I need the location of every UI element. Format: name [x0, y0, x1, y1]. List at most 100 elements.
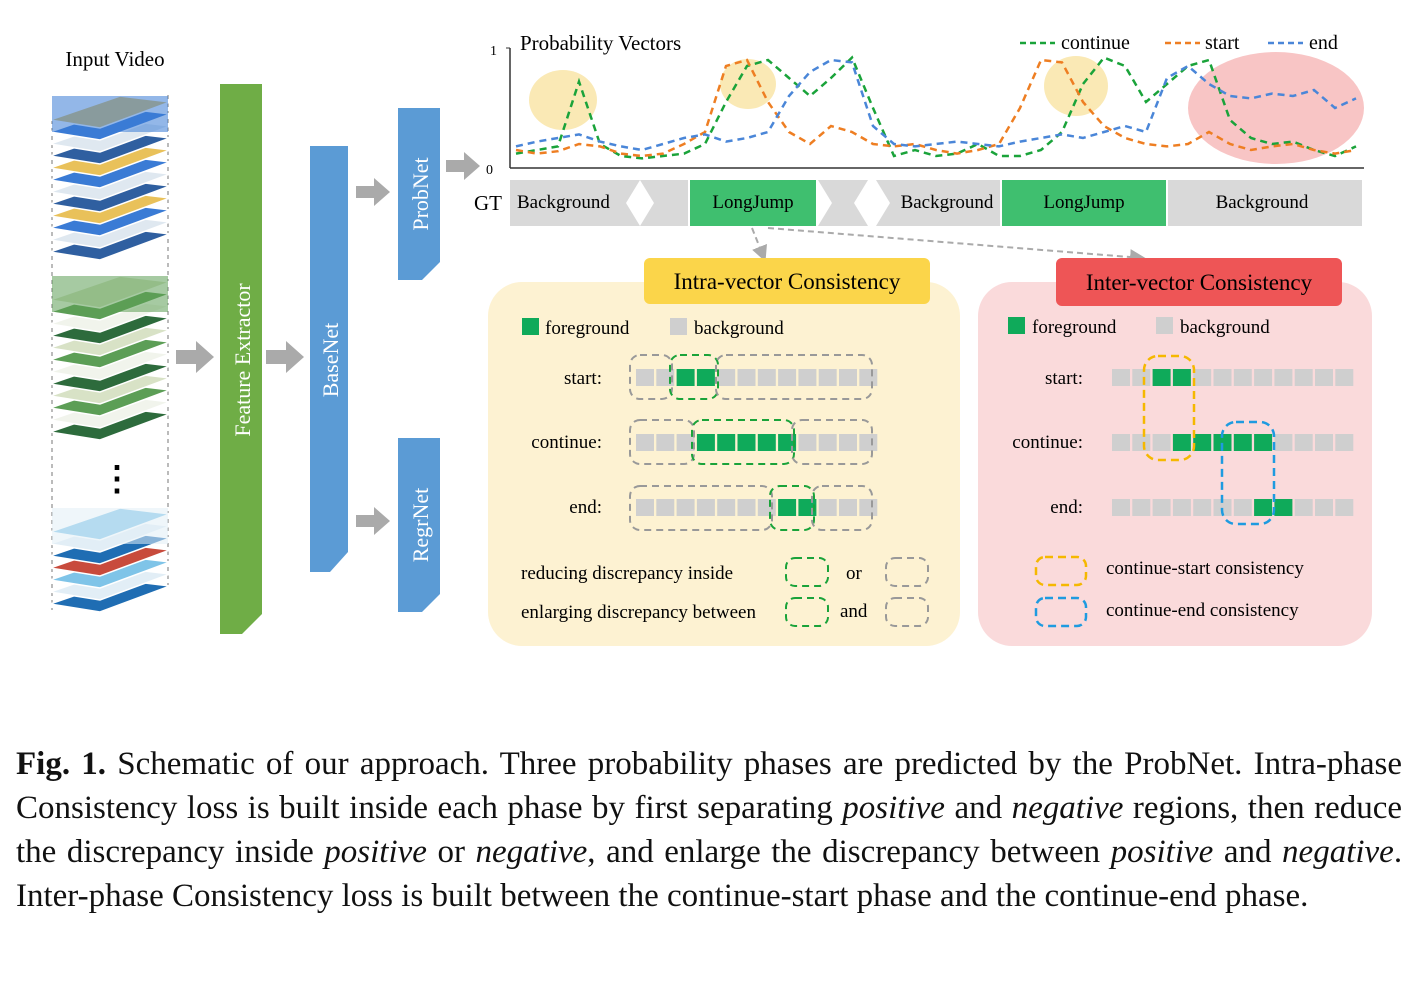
intra-start-cell [696, 369, 715, 386]
intra-end-cell [717, 499, 736, 516]
intra-start-cell [859, 369, 878, 386]
inter-end-cell [1233, 499, 1252, 516]
intra-legend-bg-swatch [670, 318, 687, 335]
intra-end-cell [818, 499, 837, 516]
continue-start-outline [1142, 354, 1196, 462]
intra-title: Intra-vector Consistency [674, 269, 901, 294]
inter-continue-cell [1152, 434, 1171, 451]
gt-segment-label-5: Background [1216, 192, 1309, 213]
gt-segment-longjump-1 [690, 180, 816, 226]
video-frame-stack: ⋮ [49, 95, 171, 613]
inter-continue-cell [1112, 434, 1130, 451]
inter-legend-fg: foreground [1032, 317, 1117, 338]
intra-start-cell [798, 369, 817, 386]
intra-start-cell [676, 369, 695, 386]
inter-start-cell [1132, 369, 1151, 386]
frame-group-2 [49, 275, 171, 441]
feature-extractor-block [220, 84, 262, 634]
inter-legend-bg: background [1180, 317, 1270, 338]
inter-end-cell [1254, 499, 1273, 516]
intra-continue-cell [859, 434, 878, 451]
frame-group-1 [49, 95, 171, 261]
inter-row-label-end: end: [1050, 497, 1083, 518]
gt-label: GT [474, 191, 502, 215]
intra-note-green-outline-2 [785, 597, 829, 627]
inter-continue-cell [1254, 434, 1273, 451]
gt-segment-background-2 [876, 180, 1000, 226]
inter-start-cell [1274, 369, 1293, 386]
regrnet-label: RegrNet [408, 488, 433, 563]
highlight-blob-2 [720, 59, 776, 109]
inter-start-cell [1193, 369, 1212, 386]
regrnet-block [398, 438, 440, 612]
y-tick-top: 1 [490, 44, 497, 59]
probnet-label: ProbNet [408, 157, 433, 230]
intra-row-label-end: end: [569, 497, 602, 518]
caption-or: or [437, 834, 465, 870]
caption-positive-1: positive [842, 790, 945, 826]
intra-note-gray-outline-2 [885, 597, 929, 627]
inter-end-cell [1172, 499, 1191, 516]
connector-to-intra [751, 227, 767, 262]
inter-continue-cell [1193, 434, 1212, 451]
gt-segment-label-2: LongJump [712, 192, 793, 213]
legend-label-continue: continue [1061, 32, 1130, 54]
intra-continue-cell [798, 434, 817, 451]
intra-continue-cell [717, 434, 736, 451]
intra-start-cell [717, 369, 736, 386]
gt-segment-background-3 [1168, 180, 1362, 226]
inter-panel-bg [978, 282, 1372, 646]
inter-end-cell [1274, 499, 1293, 516]
inter-continue-cell [1172, 434, 1191, 451]
caption-negative-3: negative [1282, 834, 1394, 870]
inter-continue-cell [1335, 434, 1354, 451]
intra-note-reduce: reducing discrepancy inside [521, 563, 733, 584]
caption-label: Fig. 1. [16, 746, 107, 782]
caption-positive-3: positive [1110, 834, 1214, 870]
basenet-label: BaseNet [318, 323, 343, 398]
caption-part4: . Inter-phase Consistency loss is built … [16, 834, 1403, 914]
inter-legend-fg-swatch [1008, 317, 1025, 334]
y-tick-bottom: 0 [486, 163, 493, 178]
arrow-extractor-to-basenet [266, 341, 304, 373]
inter-start-cell [1172, 369, 1191, 386]
highlight-blob-4 [1188, 52, 1364, 164]
frame-group-3 [49, 507, 171, 613]
intra-legend-fg-swatch [522, 318, 539, 335]
intra-continue-cell [818, 434, 837, 451]
caption-negative-2: negative [475, 834, 588, 870]
intra-continue-cell [757, 434, 776, 451]
intra-end-cell [636, 499, 654, 516]
intra-start-cell [778, 369, 797, 386]
intra-end-cell [757, 499, 776, 516]
intra-row-label-start: start: [564, 368, 602, 389]
inter-legend-bg-swatch [1156, 317, 1173, 334]
intra-end-cell [859, 499, 878, 516]
intra-end-cell [737, 499, 756, 516]
intra-note-enlarge: enlarging discrepancy between [521, 602, 756, 623]
inter-end-cell [1193, 499, 1212, 516]
gt-segment-label-1: Background [517, 192, 610, 213]
input-video-title: Input Video [65, 47, 164, 71]
intra-start-cell [839, 369, 857, 386]
video-frame-top [52, 276, 168, 312]
chart-legend: continue start end [1020, 32, 1338, 54]
inter-cells [1112, 369, 1354, 516]
intra-end-cell [778, 499, 797, 516]
gt-segment-label-3: Background [901, 192, 994, 213]
inter-vector-panel: Inter-vector Consistency foreground back… [978, 258, 1372, 646]
video-frame-top [52, 508, 168, 544]
ground-truth-bar: GT Background LongJump Background LongJu… [474, 180, 1362, 226]
intra-note-green-outline-1 [785, 557, 829, 587]
caption-negative-1: negative [1011, 790, 1124, 826]
intra-end-cell [839, 499, 857, 516]
inter-title-box [1056, 258, 1342, 306]
probability-chart: 1 0 Probability Vectors continue start e… [486, 31, 1364, 178]
inter-end-cell [1152, 499, 1171, 516]
intra-continue-cell [839, 434, 857, 451]
inter-continue-cell [1233, 434, 1252, 451]
inter-start-cell [1152, 369, 1171, 386]
intra-legend-bg: background [694, 318, 784, 339]
legend-label-end: end [1309, 32, 1338, 54]
intra-note-gray-outline-1 [885, 557, 929, 587]
